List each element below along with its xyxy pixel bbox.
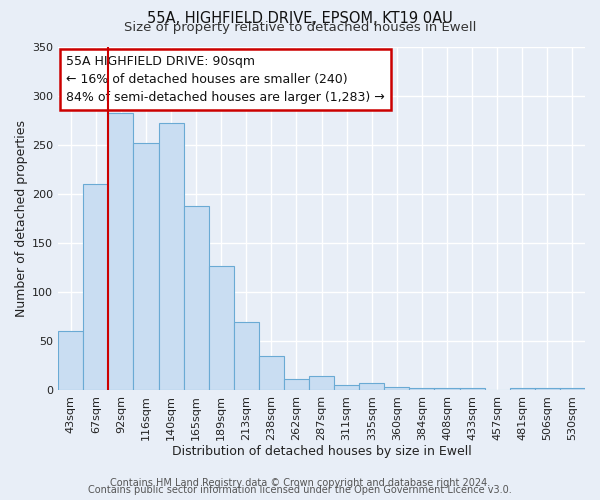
Text: 55A, HIGHFIELD DRIVE, EPSOM, KT19 0AU: 55A, HIGHFIELD DRIVE, EPSOM, KT19 0AU <box>147 11 453 26</box>
Bar <box>334 386 359 390</box>
Text: Size of property relative to detached houses in Ewell: Size of property relative to detached ho… <box>124 22 476 35</box>
Bar <box>234 322 259 390</box>
Text: Contains public sector information licensed under the Open Government Licence v3: Contains public sector information licen… <box>88 485 512 495</box>
Bar <box>359 384 384 390</box>
Bar <box>460 388 485 390</box>
Y-axis label: Number of detached properties: Number of detached properties <box>15 120 28 317</box>
Bar <box>309 376 334 390</box>
Bar <box>58 332 83 390</box>
Text: 55A HIGHFIELD DRIVE: 90sqm
← 16% of detached houses are smaller (240)
84% of sem: 55A HIGHFIELD DRIVE: 90sqm ← 16% of deta… <box>66 55 385 104</box>
Bar <box>284 378 309 390</box>
Bar <box>510 388 535 390</box>
Bar <box>434 388 460 390</box>
Bar <box>83 184 109 390</box>
Bar <box>409 388 434 390</box>
Bar <box>184 206 209 390</box>
X-axis label: Distribution of detached houses by size in Ewell: Distribution of detached houses by size … <box>172 444 472 458</box>
Bar <box>158 123 184 390</box>
Bar <box>209 266 234 390</box>
Bar <box>109 114 133 390</box>
Bar <box>384 388 409 390</box>
Bar <box>133 143 158 390</box>
Bar <box>259 356 284 390</box>
Text: Contains HM Land Registry data © Crown copyright and database right 2024.: Contains HM Land Registry data © Crown c… <box>110 478 490 488</box>
Bar <box>535 388 560 390</box>
Bar <box>560 388 585 390</box>
